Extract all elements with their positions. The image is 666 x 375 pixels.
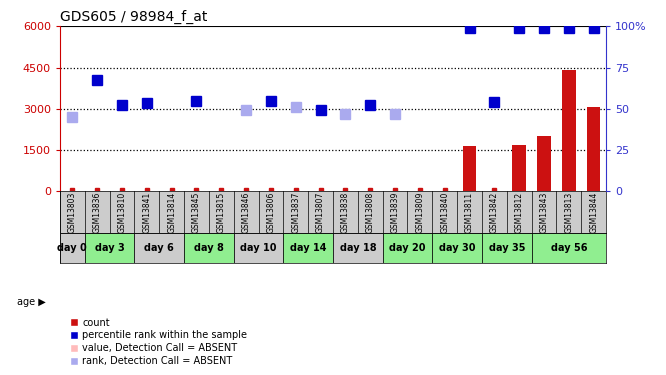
Text: day 6: day 6 [145,243,174,253]
Bar [135,233,184,262]
Bar [562,70,575,192]
Text: GSM13845: GSM13845 [192,191,201,233]
Text: GDS605 / 98984_f_at: GDS605 / 98984_f_at [60,10,207,24]
Text: GSM13803: GSM13803 [68,191,77,233]
Bar [482,233,531,262]
Bar [60,233,85,262]
Text: GSM13807: GSM13807 [316,191,325,233]
Text: GSM13841: GSM13841 [143,192,151,233]
Bar [537,136,551,192]
Text: GSM13844: GSM13844 [589,191,598,233]
Text: age ▶: age ▶ [17,297,45,307]
Text: GSM13814: GSM13814 [167,192,176,233]
Bar [234,233,283,262]
Text: GSM13811: GSM13811 [465,192,474,232]
Text: GSM13836: GSM13836 [93,191,102,233]
Text: GSM13808: GSM13808 [366,192,375,233]
Text: GSM13846: GSM13846 [242,191,250,233]
Text: day 0: day 0 [57,243,87,253]
Bar [184,233,234,262]
Text: day 8: day 8 [194,243,224,253]
Bar [531,233,606,262]
Bar [512,145,526,192]
Text: GSM13806: GSM13806 [266,191,276,233]
Text: day 14: day 14 [290,243,326,253]
Text: day 10: day 10 [240,243,277,253]
Text: GSM13843: GSM13843 [539,191,549,233]
Bar [432,233,482,262]
Text: day 3: day 3 [95,243,125,253]
Bar [85,233,135,262]
Text: GSM13837: GSM13837 [291,191,300,233]
Text: GSM13812: GSM13812 [515,192,523,232]
Bar [283,233,333,262]
Bar [587,108,601,192]
Text: day 30: day 30 [439,243,476,253]
Legend: count, percentile rank within the sample, value, Detection Call = ABSENT, rank, : count, percentile rank within the sample… [65,314,251,370]
Bar [383,233,432,262]
Text: day 20: day 20 [389,243,426,253]
Text: GSM13842: GSM13842 [490,192,499,233]
Bar [333,233,383,262]
Text: day 18: day 18 [340,243,376,253]
Text: GSM13813: GSM13813 [564,192,573,233]
Text: GSM13839: GSM13839 [390,191,400,233]
Text: GSM13809: GSM13809 [416,191,424,233]
Bar [463,146,476,192]
Text: day 56: day 56 [551,243,587,253]
Text: GSM13840: GSM13840 [440,191,449,233]
Text: GSM13815: GSM13815 [217,192,226,233]
Text: day 35: day 35 [489,243,525,253]
Text: GSM13838: GSM13838 [341,192,350,233]
Text: GSM13810: GSM13810 [117,192,127,233]
